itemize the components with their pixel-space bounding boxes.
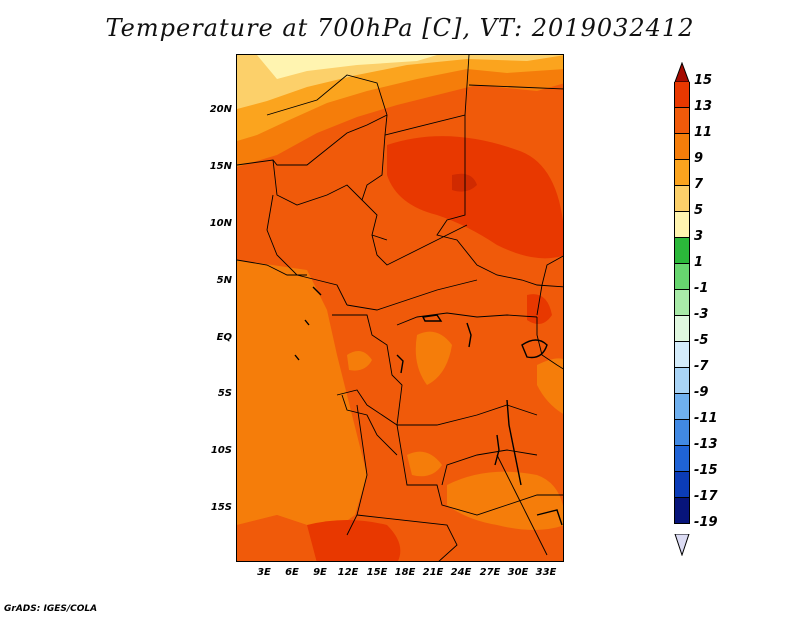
colorbar-segment xyxy=(674,82,690,108)
colorbar-label: -7 xyxy=(694,359,709,374)
colorbar-label: 9 xyxy=(694,151,704,166)
lat-label: 15S xyxy=(210,502,232,513)
lon-label: 12E xyxy=(337,567,359,578)
colorbar-segment xyxy=(674,108,690,134)
lat-label: 10N xyxy=(209,218,232,229)
colorbar-segment xyxy=(674,264,690,290)
lon-label: 24E xyxy=(450,567,472,578)
colorbar-bottom-arrow xyxy=(674,534,690,556)
colorbar-label: 3 xyxy=(694,229,704,244)
chart-title: Temperature at 700hPa [C], VT: 201903241… xyxy=(105,14,695,42)
lon-label: 30E xyxy=(507,567,529,578)
lon-label: 15E xyxy=(366,567,388,578)
lat-label: EQ xyxy=(216,332,232,343)
colorbar-label: -3 xyxy=(694,307,709,322)
colorbar-label: -5 xyxy=(694,333,709,348)
colorbar-label: -15 xyxy=(694,463,718,478)
colorbar-segment xyxy=(674,212,690,238)
colorbar-segment xyxy=(674,134,690,160)
colorbar-segment xyxy=(674,420,690,446)
lat-label: 5S xyxy=(217,388,232,399)
colorbar-segment xyxy=(674,160,690,186)
colorbar-label: -13 xyxy=(694,437,718,452)
colorbar-label: 5 xyxy=(694,203,704,218)
colorbar-segment xyxy=(674,290,690,316)
credit-text: GrADS: IGES/COLA xyxy=(4,604,98,614)
colorbar-label: 11 xyxy=(694,125,713,140)
colorbar-label: 1 xyxy=(694,255,704,270)
colorbar-segment xyxy=(674,316,690,342)
colorbar-label: 7 xyxy=(694,177,704,192)
lon-label: 18E xyxy=(394,567,416,578)
colorbar-segment xyxy=(674,186,690,212)
lat-label: 5N xyxy=(216,275,232,286)
lon-label: 21E xyxy=(422,567,444,578)
colorbar-label: 13 xyxy=(694,99,713,114)
lat-label: 20N xyxy=(209,104,232,115)
colorbar-label: -19 xyxy=(694,515,718,530)
lon-label: 33E xyxy=(535,567,557,578)
colorbar-segment xyxy=(674,394,690,420)
colorbar-label: -9 xyxy=(694,385,709,400)
colorbar-segment xyxy=(674,238,690,264)
lat-label: 10S xyxy=(210,445,232,456)
colorbar xyxy=(674,82,690,524)
map-panel xyxy=(236,54,564,562)
colorbar-segment xyxy=(674,368,690,394)
colorbar-segment xyxy=(674,472,690,498)
colorbar-label: -17 xyxy=(694,489,718,504)
lat-label: 15N xyxy=(209,161,232,172)
temperature-field xyxy=(237,55,563,561)
lon-label: 9E xyxy=(313,567,327,578)
colorbar-segment xyxy=(674,498,690,524)
lon-label: 3E xyxy=(257,567,271,578)
colorbar-top-arrow xyxy=(674,62,690,82)
colorbar-label: -11 xyxy=(694,411,718,426)
colorbar-label: -1 xyxy=(694,281,709,296)
lon-label: 6E xyxy=(285,567,299,578)
colorbar-segment xyxy=(674,342,690,368)
colorbar-segment xyxy=(674,446,690,472)
lon-label: 27E xyxy=(479,567,501,578)
colorbar-label: 15 xyxy=(694,73,713,88)
